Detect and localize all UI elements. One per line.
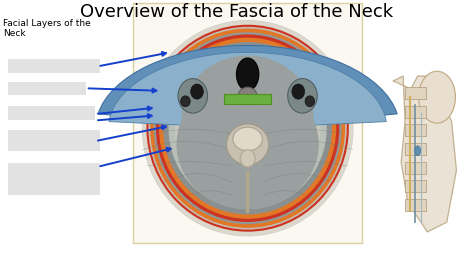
Bar bbox=[405, 162, 427, 174]
Bar bbox=[405, 87, 427, 99]
Bar bbox=[224, 94, 271, 104]
Ellipse shape bbox=[175, 54, 320, 203]
Ellipse shape bbox=[181, 96, 190, 107]
Bar bbox=[405, 199, 427, 211]
Bar bbox=[8, 130, 100, 152]
Bar bbox=[8, 82, 86, 95]
Text: Overview of the Fascia of the Neck: Overview of the Fascia of the Neck bbox=[81, 3, 393, 21]
Wedge shape bbox=[98, 45, 397, 128]
Text: Facial Layers of the
Neck: Facial Layers of the Neck bbox=[3, 19, 91, 38]
Ellipse shape bbox=[142, 20, 353, 236]
Ellipse shape bbox=[227, 124, 269, 165]
Ellipse shape bbox=[154, 32, 341, 224]
Ellipse shape bbox=[233, 127, 263, 151]
Ellipse shape bbox=[237, 58, 259, 90]
Ellipse shape bbox=[176, 80, 319, 209]
Ellipse shape bbox=[159, 38, 336, 219]
Ellipse shape bbox=[240, 150, 255, 167]
Bar bbox=[8, 163, 100, 195]
Ellipse shape bbox=[148, 27, 347, 229]
Polygon shape bbox=[393, 76, 456, 232]
Bar bbox=[405, 106, 427, 118]
Ellipse shape bbox=[238, 87, 257, 104]
Bar bbox=[405, 143, 427, 155]
Ellipse shape bbox=[150, 28, 345, 228]
Bar bbox=[405, 124, 427, 136]
Ellipse shape bbox=[169, 47, 327, 209]
Ellipse shape bbox=[146, 25, 349, 232]
Ellipse shape bbox=[191, 84, 203, 99]
Bar bbox=[8, 59, 100, 73]
Ellipse shape bbox=[288, 79, 317, 113]
Ellipse shape bbox=[415, 146, 420, 156]
Ellipse shape bbox=[178, 79, 208, 113]
Bar bbox=[8, 106, 95, 120]
Wedge shape bbox=[109, 52, 386, 128]
Ellipse shape bbox=[305, 96, 315, 107]
Ellipse shape bbox=[163, 42, 332, 214]
Ellipse shape bbox=[182, 55, 313, 179]
Bar bbox=[405, 180, 427, 192]
Ellipse shape bbox=[419, 71, 456, 123]
Ellipse shape bbox=[156, 34, 339, 222]
Ellipse shape bbox=[292, 84, 305, 99]
Bar bbox=[133, 3, 362, 243]
